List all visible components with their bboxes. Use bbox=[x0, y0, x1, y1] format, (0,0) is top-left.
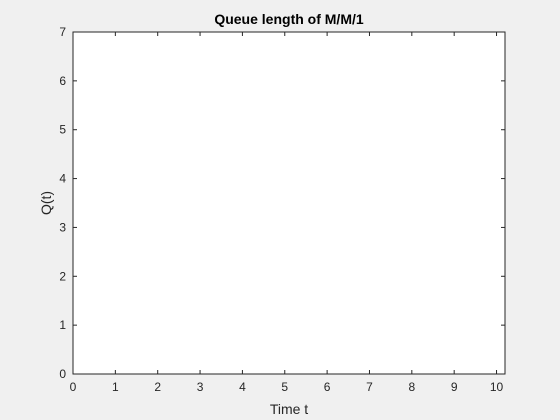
x-tick-label: 2 bbox=[154, 380, 161, 394]
x-axis-ticks: 0 1 2 3 4 5 6 7 8 9 10 bbox=[70, 32, 504, 394]
x-axis-label: Time t bbox=[270, 401, 308, 417]
chart-title: Queue length of M/M/1 bbox=[214, 11, 364, 27]
x-tick-label: 7 bbox=[366, 380, 373, 394]
x-tick-label: 4 bbox=[239, 380, 246, 394]
y-tick-label: 5 bbox=[59, 123, 66, 137]
x-tick-label: 10 bbox=[490, 380, 504, 394]
y-tick-label: 7 bbox=[59, 25, 66, 39]
y-axis-ticks: 0 1 2 3 4 5 6 7 bbox=[59, 25, 505, 381]
plot-area bbox=[72, 31, 506, 375]
x-tick-label: 5 bbox=[281, 380, 288, 394]
y-axis-label: Q(t) bbox=[38, 191, 54, 215]
x-tick-label: 3 bbox=[197, 380, 204, 394]
x-tick-label: 6 bbox=[324, 380, 331, 394]
x-tick-label: 8 bbox=[408, 380, 415, 394]
x-tick-label: 0 bbox=[70, 380, 77, 394]
y-tick-label: 6 bbox=[59, 74, 66, 88]
y-tick-label: 4 bbox=[59, 172, 66, 186]
y-tick-label: 2 bbox=[59, 269, 66, 283]
x-tick-label: 9 bbox=[451, 380, 458, 394]
y-tick-label: 0 bbox=[59, 367, 66, 381]
x-tick-label: 1 bbox=[112, 380, 119, 394]
y-tick-label: 3 bbox=[59, 220, 66, 234]
y-tick-label: 1 bbox=[59, 318, 66, 332]
